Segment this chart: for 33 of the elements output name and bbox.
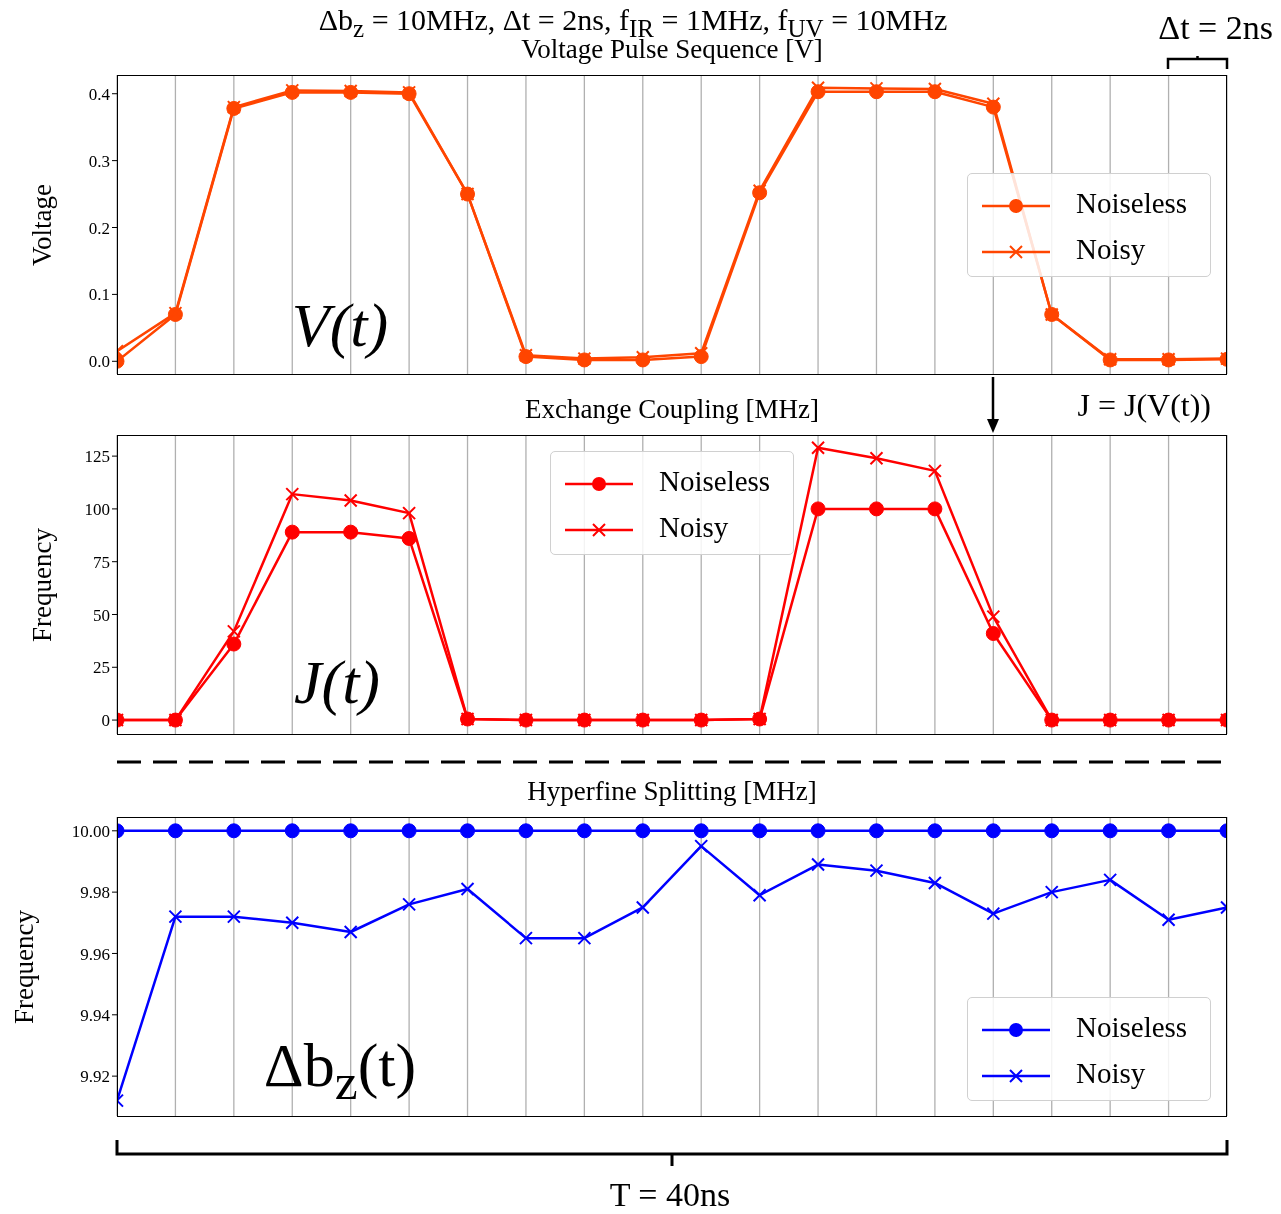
y-tick-label: 0 [101, 711, 110, 731]
text: T = 40ns [608, 1174, 732, 1214]
chart-title: Exchange Coupling [MHz] [525, 394, 819, 424]
annotation: Δb$_{z}$(t) [262, 1029, 418, 1113]
legend-label: Noisy [659, 511, 729, 543]
y-tick-label: 100 [84, 499, 110, 519]
y-tick-label: 0.2 [88, 218, 110, 238]
y-axis-title: Frequency [9, 909, 40, 1026]
legend-label: Noiseless [1076, 1011, 1188, 1043]
y-tick-label: 9.92 [80, 1067, 110, 1087]
text: J = J(V(t)) [1077, 385, 1211, 425]
y-tick-label: 50 [93, 605, 110, 625]
y-tick-label: 0.1 [88, 285, 110, 305]
legend-label: Noisy [1076, 1057, 1146, 1089]
y-axis-title: Voltage [27, 183, 58, 268]
y-tick-label: 25 [93, 658, 110, 678]
annotation: J(t) [292, 646, 381, 718]
y-tick-label: 9.98 [80, 883, 110, 903]
chart-title: Hyperfine Splitting [MHz] [526, 776, 818, 807]
legend-label: Noisy [1076, 233, 1146, 265]
y-tick-label: 9.94 [80, 1005, 111, 1025]
y-tick-label: 10.00 [71, 821, 110, 841]
y-tick-label: 9.96 [80, 944, 110, 964]
y-axis-title: Frequency [27, 527, 58, 644]
y-tick-label: 0.3 [88, 151, 110, 171]
legend-label: Noiseless [659, 465, 771, 497]
y-tick-label: 0.4 [88, 84, 111, 104]
y-tick-label: 0.0 [88, 352, 110, 372]
text: Δt = 2ns [1158, 7, 1273, 48]
y-tick-label: 75 [93, 552, 110, 572]
legend-label: Noiseless [1076, 187, 1188, 219]
y-tick-label: 125 [84, 447, 110, 467]
annotation: V(t) [290, 289, 390, 361]
